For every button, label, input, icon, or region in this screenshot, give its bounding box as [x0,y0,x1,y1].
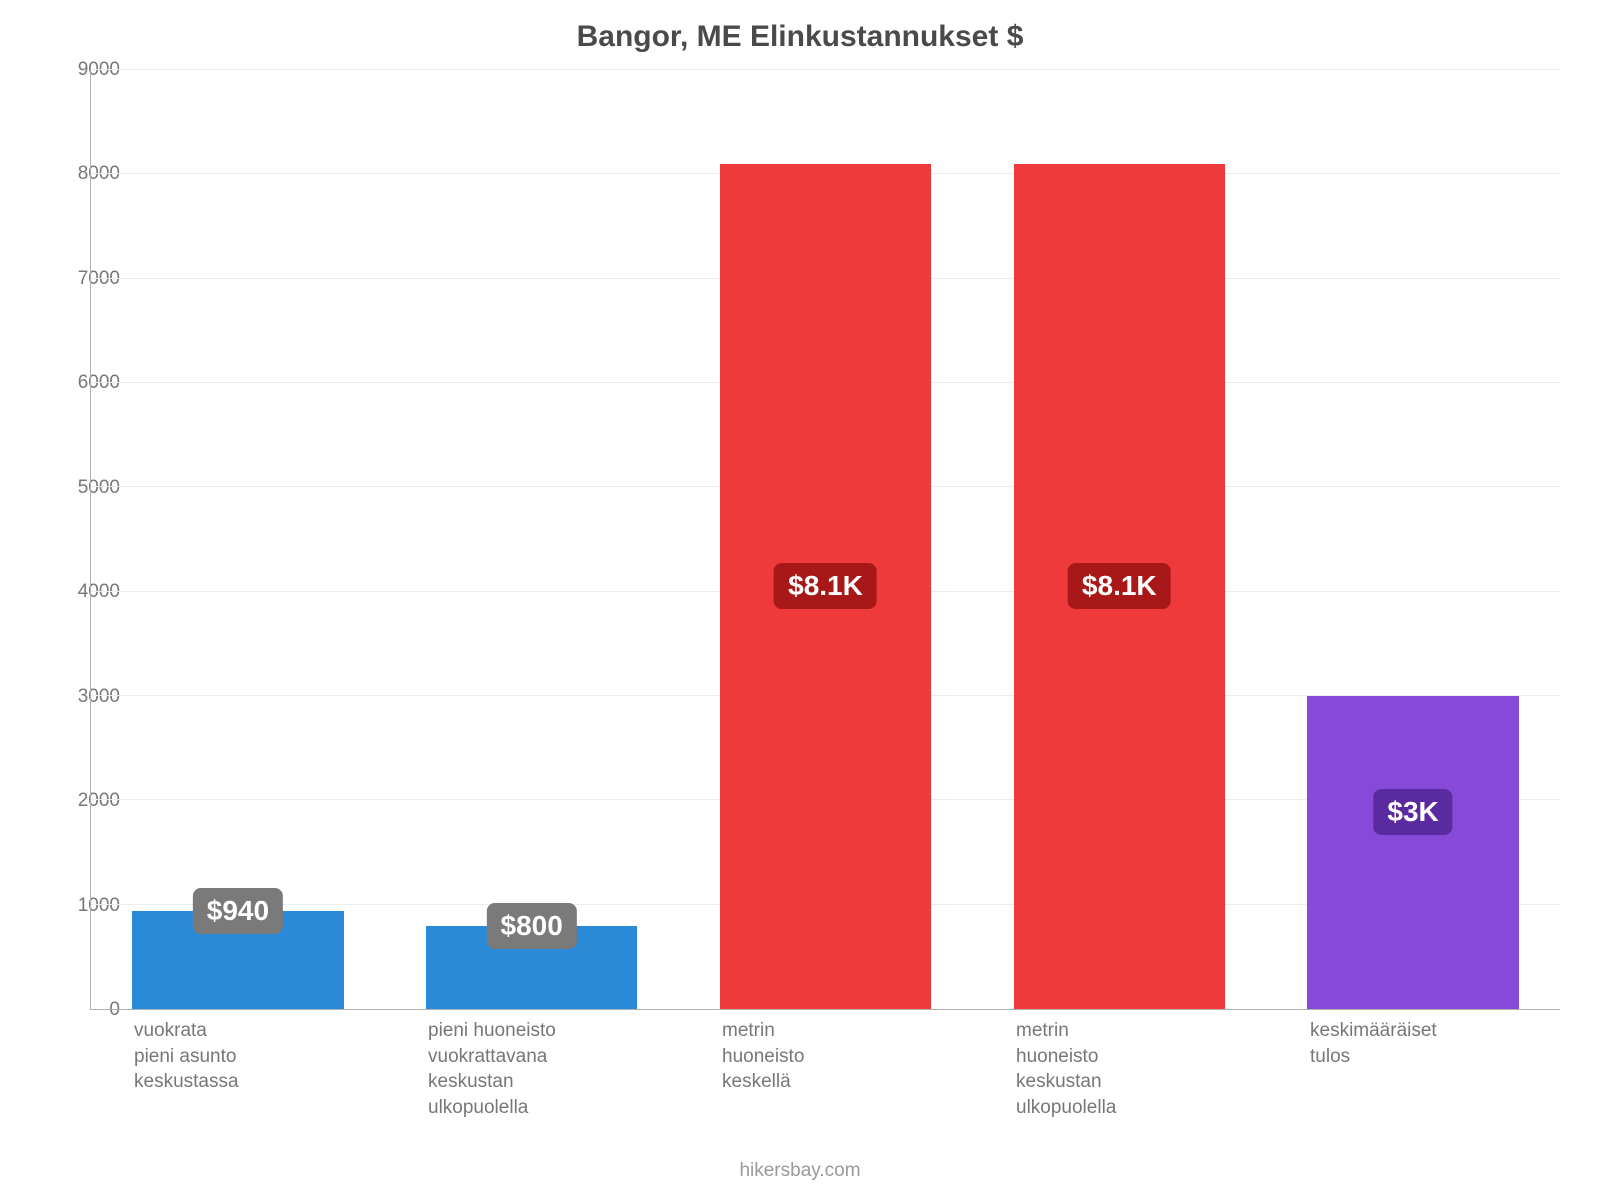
chart-title: Bangor, ME Elinkustannukset $ [0,20,1600,54]
bar-value-label: $800 [487,903,577,949]
xlabel-slot: vuokrata pieni asunto keskustassa [90,1018,384,1121]
bar-4: $3K [1307,696,1519,1009]
bar-1: $800 [426,926,638,1009]
bar-value-label: $940 [193,888,283,934]
plot-area: $940 $800 $8.1K $8.1K $3K [90,70,1560,1010]
bar-3: $8.1K [1014,164,1226,1009]
chart-container: Bangor, ME Elinkustannukset $ 0 1000 200… [0,0,1600,1200]
bar-2: $8.1K [720,164,932,1009]
bar-slot: $800 [385,70,679,1009]
credit-text: hikersbay.com [0,1160,1600,1182]
bar-slot: $3K [1266,70,1560,1009]
xlabel-slot: keskimääräiset tulos [1266,1018,1560,1121]
bar-0: $940 [132,911,344,1009]
xlabel-slot: metrin huoneisto keskustan ulkopuolella [972,1018,1266,1121]
x-label-0: vuokrata pieni asunto keskustassa [134,1018,366,1095]
xlabel-slot: metrin huoneisto keskellä [678,1018,972,1121]
bar-value-label: $8.1K [1068,563,1171,609]
bar-slot: $8.1K [679,70,973,1009]
bars-group: $940 $800 $8.1K $8.1K $3K [91,70,1560,1009]
bar-value-label: $3K [1373,789,1452,835]
x-label-4: keskimääräiset tulos [1310,1018,1542,1069]
x-labels: vuokrata pieni asunto keskustassa pieni … [90,1018,1560,1121]
x-label-3: metrin huoneisto keskustan ulkopuolella [1016,1018,1248,1121]
bar-slot: $940 [91,70,385,1009]
x-label-1: pieni huoneisto vuokrattavana keskustan … [428,1018,660,1121]
bar-slot: $8.1K [972,70,1266,1009]
x-label-2: metrin huoneisto keskellä [722,1018,954,1095]
xlabel-slot: pieni huoneisto vuokrattavana keskustan … [384,1018,678,1121]
bar-value-label: $8.1K [774,563,877,609]
